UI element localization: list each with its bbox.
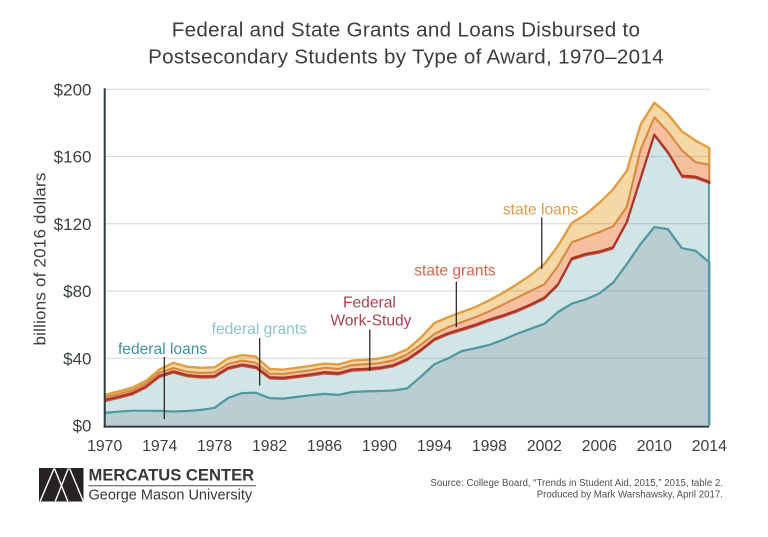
svg-text:$200: $200 — [54, 80, 92, 99]
svg-text:1978: 1978 — [197, 438, 232, 455]
svg-text:1974: 1974 — [142, 438, 177, 455]
svg-text:Produced by Mark Warshawsky, A: Produced by Mark Warshawsky, April 2017. — [537, 489, 723, 500]
svg-text:1994: 1994 — [417, 438, 452, 455]
svg-text:Federal and State Grants and L: Federal and State Grants and Loans Disbu… — [172, 19, 641, 42]
svg-text:Federal: Federal — [343, 295, 396, 312]
svg-text:$80: $80 — [63, 282, 91, 301]
svg-text:Work-Study: Work-Study — [330, 312, 411, 329]
svg-text:1970: 1970 — [87, 438, 122, 455]
svg-text:state loans: state loans — [503, 202, 579, 219]
svg-text:$40: $40 — [63, 349, 91, 368]
svg-text:Source: College Board, “Trends: Source: College Board, “Trends in Studen… — [430, 478, 723, 489]
svg-text:Postsecondary Students by Type: Postsecondary Students by Type of Award,… — [148, 46, 664, 69]
svg-text:2010: 2010 — [637, 438, 672, 455]
svg-text:1990: 1990 — [362, 438, 397, 455]
svg-text:George Mason University: George Mason University — [89, 488, 253, 504]
svg-text:1986: 1986 — [307, 438, 342, 455]
svg-text:1982: 1982 — [252, 438, 287, 455]
svg-text:MERCATUS CENTER: MERCATUS CENTER — [89, 466, 255, 485]
svg-text:$0: $0 — [73, 417, 92, 436]
svg-text:1998: 1998 — [472, 438, 507, 455]
svg-text:$120: $120 — [54, 215, 92, 234]
svg-text:state grants: state grants — [414, 263, 496, 280]
svg-text:federal grants: federal grants — [212, 321, 308, 338]
svg-text:billions of 2016 dollars: billions of 2016 dollars — [31, 172, 50, 345]
svg-text:2006: 2006 — [582, 438, 617, 455]
svg-text:2014: 2014 — [692, 438, 727, 455]
svg-text:2002: 2002 — [527, 438, 562, 455]
svg-text:federal loans: federal loans — [118, 341, 207, 358]
svg-text:$160: $160 — [54, 148, 92, 167]
